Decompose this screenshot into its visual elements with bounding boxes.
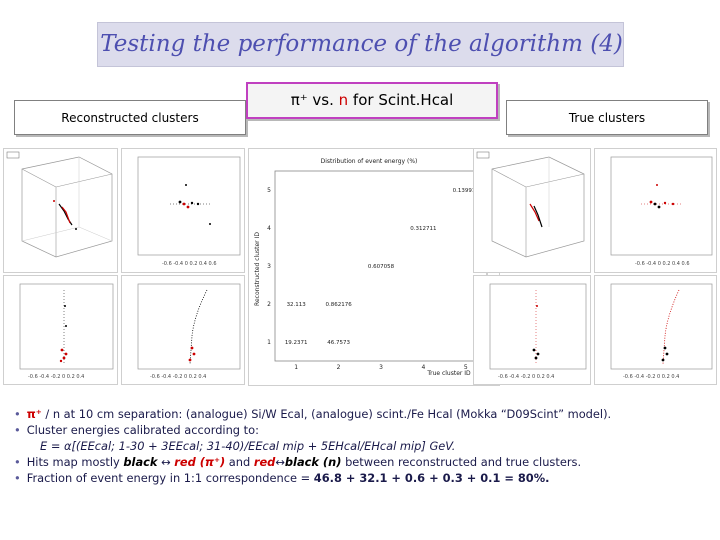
arrow-icon-2: ↔ <box>275 455 285 469</box>
reconstructed-clusters-text: Reconstructed clusters <box>61 111 199 125</box>
scint-hcal-text: for Scint.Hcal <box>348 91 454 109</box>
bullet-3-end: between reconstructed and true clusters. <box>341 455 582 469</box>
svg-text:-0.6 -0.4 -0.2 0 0.2 0.4: -0.6 -0.4 -0.2 0 0.2 0.4 <box>498 374 554 380</box>
matrix-cell-value: 0.607058 <box>368 264 395 270</box>
matrix-cell-value: 19.2371 <box>285 340 308 346</box>
true-clusters-text: True clusters <box>568 111 646 125</box>
calibration-formula: E = α[(EEcal; 1-30 + 3EEcal; 31-40)/EEca… <box>40 439 456 453</box>
matrix-chart: Distribution of event energy (%) True cl… <box>254 158 488 377</box>
matrix-cell-value: 46.7573 <box>327 340 350 346</box>
x-tick-label: 1 <box>294 364 298 371</box>
matrix-x-label: True cluster ID <box>426 370 471 377</box>
reconstructed-clusters-label: Reconstructed clusters <box>14 100 246 135</box>
neutron-symbol: n <box>338 91 349 109</box>
black-n-word: black (n) <box>284 455 342 469</box>
reconstructed-xy-plot: -0.6 -0.4 0 0.2 0.4 0.6 <box>121 148 245 273</box>
bullet-4: • Fraction of event energy in 1:1 corresp… <box>14 471 550 485</box>
bullet-1-text: / n at 10 cm separation: (analogue) Si/W… <box>41 407 612 421</box>
red-word: red <box>253 455 276 469</box>
y-tick-label: 1 <box>267 339 271 346</box>
true-3d-plot <box>473 148 591 273</box>
svg-text:-0.6 -0.4 0 0.2 0.4 0.6: -0.6 -0.4 0 0.2 0.4 0.6 <box>635 261 690 267</box>
true-clusters-label: True clusters <box>506 100 708 135</box>
y-tick-label: 3 <box>267 263 271 270</box>
x-tick-label: 4 <box>421 364 425 371</box>
pi-plus: π⁺ <box>26 407 42 421</box>
black-word: black <box>123 455 158 469</box>
title-banner: Testing the performance of the algorithm… <box>97 22 624 67</box>
matrix-y-label: Reconstructed cluster ID <box>254 232 261 306</box>
bullet-2-text: Cluster energies calibrated according to… <box>26 423 259 437</box>
bullet-4-text: Fraction of event energy in 1:1 correspo… <box>26 471 314 485</box>
pi-vs-n-text: π⁺ vs. n for Scint.Hcal <box>248 91 496 109</box>
svg-text:-0.6 -0.4 -0.2 0 0.2 0.4: -0.6 -0.4 -0.2 0 0.2 0.4 <box>28 374 84 380</box>
y-tick-label: 5 <box>267 187 271 194</box>
and-text: and <box>225 455 254 469</box>
y-tick-label: 2 <box>267 301 271 308</box>
matrix-cell-value: 0.312711 <box>410 226 436 232</box>
pi-symbol: π⁺ vs. <box>290 91 339 109</box>
svg-text:-0.6 -0.4 -0.2 0 0.2 0.4: -0.6 -0.4 -0.2 0 0.2 0.4 <box>623 374 679 380</box>
reconstructed-3d-plot <box>3 148 118 273</box>
matrix-title: Distribution of event energy (%) <box>321 158 418 165</box>
matrix-cell-value: 0.862176 <box>325 302 352 308</box>
arrow-icon: ↔ <box>157 455 175 469</box>
bullet-2: • Cluster energies calibrated according t… <box>14 423 259 437</box>
svg-text:-0.6 -0.4 -0.2 0 0.2 0.4: -0.6 -0.4 -0.2 0 0.2 0.4 <box>150 374 206 380</box>
bullet-3-start: Hits map mostly <box>26 455 124 469</box>
red-pi-word: red (π⁺) <box>174 455 226 469</box>
energy-distribution-matrix: Distribution of event energy (%) True cl… <box>248 148 500 386</box>
true-xz-plot: -0.6 -0.4 -0.2 0 0.2 0.4 <box>473 275 591 385</box>
matrix-cell-value: 0.139916 <box>453 188 480 194</box>
matrix-cell-value: 32.113 <box>287 302 307 308</box>
true-xy-plot: -0.6 -0.4 0 0.2 0.4 0.6 <box>594 148 717 273</box>
reconstructed-yz-plot: -0.6 -0.4 -0.2 0 0.2 0.4 <box>121 275 245 385</box>
fraction-value: 46.8 + 32.1 + 0.6 + 0.3 + 0.1 = 80%. <box>313 471 550 485</box>
bullet-list: • π⁺ / n at 10 cm separation: (analogue) … <box>14 406 714 486</box>
true-yz-plot: -0.6 -0.4 -0.2 0 0.2 0.4 <box>594 275 717 385</box>
pi-vs-n-label: π⁺ vs. n for Scint.Hcal <box>246 82 498 119</box>
x-tick-label: 3 <box>379 364 383 371</box>
slide-title: Testing the performance of the algorithm… <box>100 31 623 57</box>
bullet-1: • π⁺ / n at 10 cm separation: (analogue) … <box>14 407 612 421</box>
svg-text:-0.6 -0.4 0 0.2 0.4 0.6: -0.6 -0.4 0 0.2 0.4 0.6 <box>162 261 217 267</box>
y-tick-label: 4 <box>267 225 271 232</box>
x-tick-label: 2 <box>337 364 341 371</box>
reconstructed-xz-plot: -0.6 -0.4 -0.2 0 0.2 0.4 <box>3 275 118 385</box>
bullet-3: • Hits map mostly black ↔ red (π⁺) and re… <box>14 455 582 469</box>
x-tick-label: 5 <box>464 364 468 371</box>
